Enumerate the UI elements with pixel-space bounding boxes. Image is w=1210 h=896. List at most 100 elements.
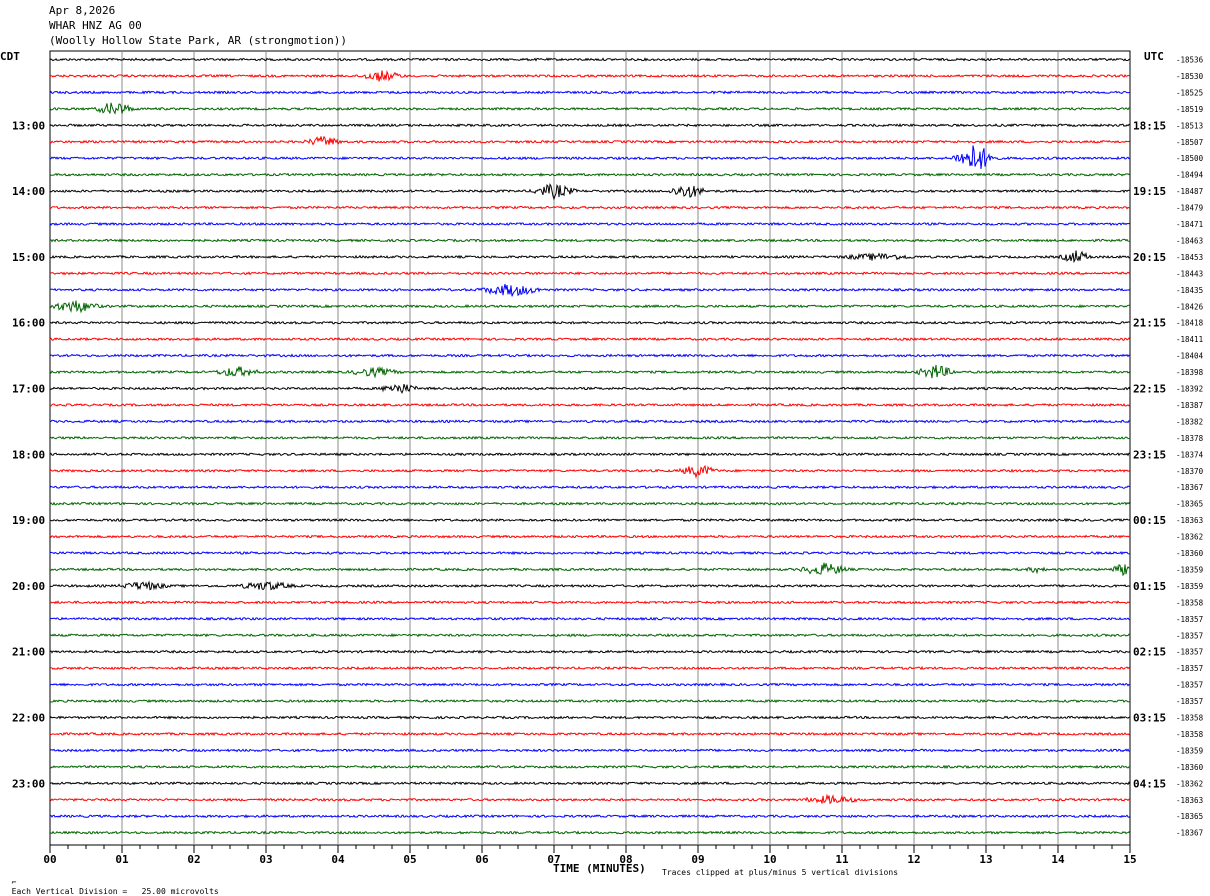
trace-offset-label: -18463 xyxy=(1176,236,1203,245)
x-tick-label: 07 xyxy=(547,853,560,866)
trace-offset-label: -18443 xyxy=(1176,269,1203,278)
trace-line xyxy=(49,665,1131,671)
trace-line xyxy=(49,183,1130,201)
left-hour-label: 21:00 xyxy=(12,646,45,659)
trace-offset-label: -18494 xyxy=(1176,171,1204,180)
trace-offset-label: -18367 xyxy=(1176,483,1203,492)
right-hour-label: 18:15 xyxy=(1133,119,1166,132)
trace-offset-label: -18418 xyxy=(1176,319,1204,328)
trace-line xyxy=(49,715,1131,720)
trace-line xyxy=(49,57,1131,62)
left-hour-label: 16:00 xyxy=(12,317,45,330)
location-label: (Woolly Hollow State Park, AR (strongmot… xyxy=(49,34,348,47)
trace-line xyxy=(49,283,1131,297)
x-tick-label: 14 xyxy=(1051,853,1065,866)
trace-offset-label: -18525 xyxy=(1176,88,1203,97)
left-hour-label: 23:00 xyxy=(12,777,45,790)
right-hour-label: 01:15 xyxy=(1133,580,1166,593)
trace-offset-label: -18370 xyxy=(1176,467,1204,476)
trace-offset-label: -18367 xyxy=(1176,829,1203,838)
right-timezone-label: UTC xyxy=(1144,50,1164,63)
plot-frame xyxy=(49,50,1131,846)
trace-offset-label: -18487 xyxy=(1176,187,1203,196)
trace-offset-label: -18471 xyxy=(1176,220,1203,229)
right-hour-label: 22:15 xyxy=(1133,383,1166,396)
trace-line xyxy=(49,102,1131,115)
trace-offset-label: -18519 xyxy=(1176,105,1203,114)
trace-line xyxy=(49,250,1131,264)
right-hour-label: 04:15 xyxy=(1133,777,1166,790)
trace-line xyxy=(49,435,1131,441)
x-axis-title: TIME (MINUTES) xyxy=(553,862,646,875)
trace-offset-label: -18358 xyxy=(1176,730,1204,739)
left-hour-label: 14:00 xyxy=(12,185,45,198)
x-tick-label: 12 xyxy=(907,853,920,866)
x-tick-label: 10 xyxy=(763,853,776,866)
trace-line xyxy=(49,336,1131,342)
right-hour-label: 20:15 xyxy=(1133,251,1166,264)
trace-offset-label: -18365 xyxy=(1176,812,1203,821)
right-hour-label: 23:15 xyxy=(1133,448,1166,461)
trace-offset-label: -18357 xyxy=(1176,697,1203,706)
date-label: Apr 8,2026 xyxy=(49,4,116,17)
x-tick-label: 02 xyxy=(187,853,200,866)
trace-offset-label: -18507 xyxy=(1176,138,1203,147)
right-hour-label: 03:15 xyxy=(1133,712,1166,725)
trace-line xyxy=(49,452,1131,457)
trace-line xyxy=(49,682,1131,687)
trace-line xyxy=(49,580,1131,591)
x-tick-label: 05 xyxy=(403,853,416,866)
trace-line xyxy=(49,90,1130,95)
trace-line xyxy=(49,238,1131,243)
trace-offset-label: -18382 xyxy=(1176,417,1203,426)
x-tick-label: 06 xyxy=(475,853,489,866)
x-tick-label: 13 xyxy=(979,853,992,866)
trace-offset-label: -18365 xyxy=(1176,500,1203,509)
trace-offset-label: -18426 xyxy=(1176,302,1204,311)
trace-line xyxy=(49,383,1131,394)
x-tick-label: 03 xyxy=(259,853,272,866)
trace-line xyxy=(49,748,1131,753)
trace-offset-label: -18387 xyxy=(1176,401,1203,410)
trace-line xyxy=(49,123,1131,128)
trace-line xyxy=(49,517,1131,523)
scale-note-text: Each Vertical Division = 25.00 microvolt… xyxy=(11,887,219,896)
trace-line xyxy=(49,550,1130,556)
trace-line xyxy=(49,172,1131,177)
trace-offset-label: -18357 xyxy=(1176,664,1203,673)
trace-line xyxy=(49,633,1131,638)
trace-offset-label: -18357 xyxy=(1176,615,1203,624)
trace-line xyxy=(49,484,1131,490)
trace-offset-label: -18374 xyxy=(1176,450,1204,459)
trace-line xyxy=(49,562,1131,577)
trace-offset-label: -18530 xyxy=(1176,72,1204,81)
trace-line xyxy=(49,830,1131,835)
trace-offset-label: -18363 xyxy=(1176,516,1203,525)
x-tick-label: 08 xyxy=(619,853,632,866)
trace-offset-label: -18358 xyxy=(1176,714,1204,723)
trace-line xyxy=(49,135,1131,146)
trace-offset-label: -18360 xyxy=(1176,763,1204,772)
x-tick-label: 01 xyxy=(115,853,129,866)
clip-note: Traces clipped at plus/minus 5 vertical … xyxy=(662,868,899,877)
trace-offset-label: -18357 xyxy=(1176,648,1203,657)
right-hour-label: 19:15 xyxy=(1133,185,1166,198)
trace-line xyxy=(49,464,1131,479)
x-tick-label: 15 xyxy=(1123,853,1136,866)
left-hour-label: 18:00 xyxy=(12,448,45,461)
trace-offset-label: -18362 xyxy=(1176,779,1203,788)
trace-offset-label: -18357 xyxy=(1176,681,1203,690)
trace-offset-label: -18357 xyxy=(1176,631,1203,640)
trace-offset-label: -18411 xyxy=(1176,335,1203,344)
x-tick-label: 04 xyxy=(331,853,345,866)
right-hour-label: 21:15 xyxy=(1133,317,1166,330)
right-hour-label: 02:15 xyxy=(1133,646,1166,659)
trace-offset-label: -18392 xyxy=(1176,385,1203,394)
trace-line xyxy=(49,698,1131,704)
left-hour-label: 20:00 xyxy=(12,580,45,593)
x-tick-label: 11 xyxy=(835,853,849,866)
trace-line xyxy=(49,221,1131,227)
trace-line xyxy=(49,534,1131,539)
trace-line xyxy=(49,145,1131,170)
